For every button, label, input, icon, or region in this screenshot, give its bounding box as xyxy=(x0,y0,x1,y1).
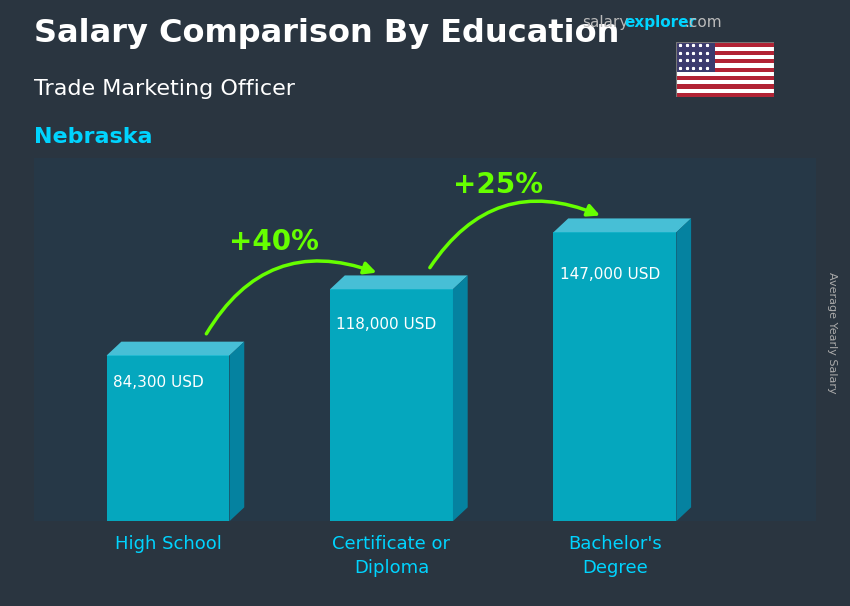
Polygon shape xyxy=(230,342,244,521)
Text: Nebraska: Nebraska xyxy=(34,127,152,147)
Bar xyxy=(676,51,774,55)
Text: Average Yearly Salary: Average Yearly Salary xyxy=(827,273,837,394)
Bar xyxy=(676,76,774,80)
Bar xyxy=(676,59,774,64)
Text: +25%: +25% xyxy=(452,171,542,199)
Polygon shape xyxy=(453,275,468,521)
Text: explorer: explorer xyxy=(625,15,697,30)
Polygon shape xyxy=(106,342,244,356)
Text: Trade Marketing Officer: Trade Marketing Officer xyxy=(34,79,295,99)
Text: .com: .com xyxy=(684,15,722,30)
Polygon shape xyxy=(106,356,230,521)
Bar xyxy=(676,72,774,76)
Bar xyxy=(676,80,774,84)
Polygon shape xyxy=(553,218,691,232)
Text: salary: salary xyxy=(582,15,629,30)
Text: Salary Comparison By Education: Salary Comparison By Education xyxy=(34,18,620,49)
Bar xyxy=(676,88,774,93)
Text: 84,300 USD: 84,300 USD xyxy=(113,375,203,390)
Polygon shape xyxy=(330,275,468,289)
Bar xyxy=(676,42,774,47)
Text: +40%: +40% xyxy=(230,228,319,256)
Polygon shape xyxy=(677,218,691,521)
Bar xyxy=(676,68,774,72)
Polygon shape xyxy=(553,232,677,521)
Bar xyxy=(676,93,774,97)
Text: 118,000 USD: 118,000 USD xyxy=(337,317,436,332)
Bar xyxy=(676,42,715,72)
Bar xyxy=(676,47,774,51)
Bar xyxy=(676,55,774,59)
Bar xyxy=(676,84,774,88)
Bar xyxy=(676,64,774,68)
Polygon shape xyxy=(330,289,453,521)
Text: 147,000 USD: 147,000 USD xyxy=(559,267,660,282)
